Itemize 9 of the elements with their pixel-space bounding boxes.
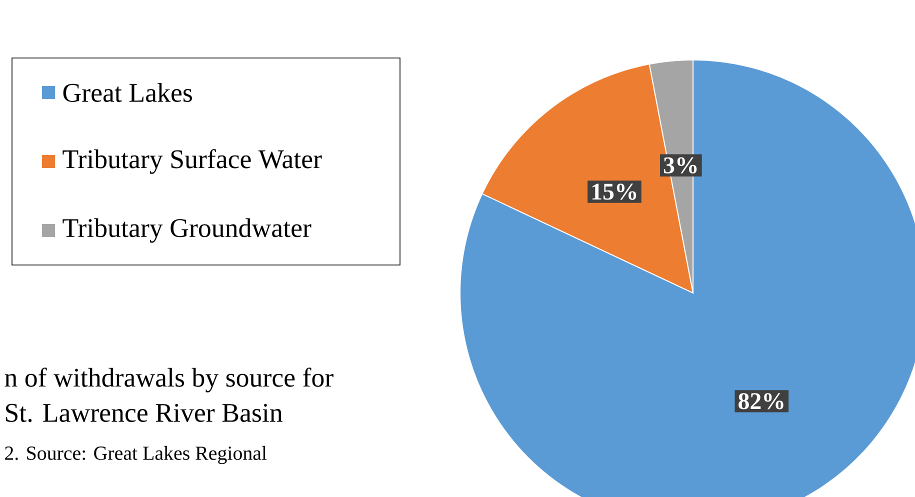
data-label: 15% [592,184,636,200]
text: n of withdrawals by source for [4,368,334,392]
text: 2. Source: Great Lakes Regional [5,446,267,464]
legend-label: Tributary Surface Water [62,149,322,174]
legend-label: Great Lakes [63,83,192,102]
text: St. Lawrence River Basin [6,404,282,422]
data-label: 82% [738,393,784,410]
legend-label: Tributary Groundwater [62,218,312,243]
data-label: 3% [664,157,697,174]
